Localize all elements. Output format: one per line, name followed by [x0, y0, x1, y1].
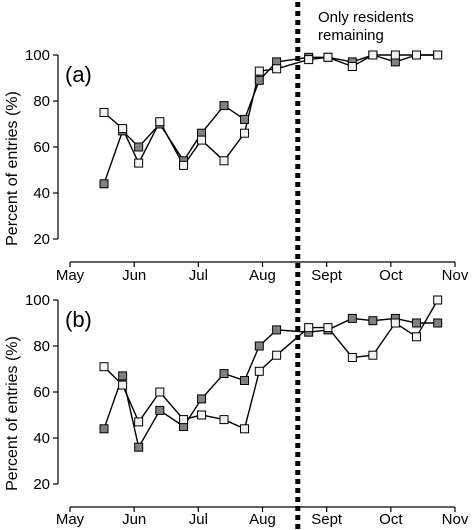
data-point-series-2	[304, 55, 314, 65]
data-point-series-1	[240, 114, 250, 124]
data-point-series-2	[390, 318, 400, 328]
data-point-series-1	[219, 369, 229, 379]
y-tick-label: 100	[25, 292, 50, 309]
data-point-series-2	[118, 124, 128, 134]
data-point-series-2	[323, 323, 333, 333]
data-point-series-2	[219, 156, 229, 166]
y-tick-label: 60	[33, 139, 50, 156]
y-tick-label: 20	[33, 231, 50, 248]
x-tick-label: Jun	[122, 267, 146, 284]
x-tick-label: Jun	[122, 511, 146, 528]
data-point-series-2	[304, 323, 314, 333]
data-point-series-1	[219, 101, 229, 111]
data-point-series-2	[347, 62, 357, 71]
panel-a: 20 40 60 80 100 May Jun Jul Aug Sept Oct Nov Percent…	[4, 47, 469, 284]
x-tick-label: Aug	[249, 267, 276, 284]
data-point-series-1	[254, 75, 264, 85]
data-point-series-2	[412, 50, 421, 60]
data-point-series-2	[272, 350, 282, 360]
data-point-series-1	[118, 371, 128, 381]
data-point-series-2	[368, 50, 378, 60]
x-tick-label: Sept	[311, 267, 343, 284]
data-point-series-1	[99, 179, 109, 189]
data-point-series-2	[323, 52, 333, 62]
annotation-text: Only residents remaining	[318, 9, 414, 44]
data-point-series-2	[179, 415, 189, 425]
y-tick-label: 100	[25, 47, 50, 64]
data-point-series-2	[433, 295, 443, 305]
panel-label: (a)	[65, 62, 92, 87]
x-tick-label: Nov	[442, 267, 469, 284]
data-point-series-2	[99, 362, 109, 372]
annotation-line: remaining	[318, 27, 384, 44]
data-point-series-1	[197, 394, 207, 404]
data-point-series-2	[368, 350, 378, 360]
x-tick-label: Oct	[379, 511, 403, 528]
y-axis-label: Percent of entries (%)	[4, 91, 21, 246]
data-point-series-2	[433, 50, 443, 60]
data-point-series-2	[134, 158, 144, 168]
data-point-series-1	[99, 424, 109, 434]
y-tick-label: 80	[33, 338, 50, 355]
data-point-series-1	[433, 318, 443, 328]
data-point-series-2	[155, 117, 165, 127]
x-tick-label: Aug	[249, 511, 276, 528]
y-tick-label: 60	[33, 384, 50, 401]
data-point-series-2	[99, 108, 109, 117]
data-point-series-2	[155, 387, 165, 397]
y-tick-label: 80	[33, 93, 50, 110]
data-point-series-1	[134, 442, 144, 452]
x-tick-label: Jul	[189, 511, 208, 528]
data-point-series-2	[390, 50, 400, 60]
panel-b: 20 40 60 80 100 May Jun Jul Aug Sept Oct Nov Percent…	[4, 292, 469, 528]
x-tick-label: Oct	[379, 267, 403, 284]
annotation-line: Only residents	[318, 9, 414, 26]
y-tick-label: 40	[33, 185, 50, 202]
x-tick-label: May	[56, 511, 85, 528]
y-tick-label: 40	[33, 430, 50, 447]
data-point-series-1	[412, 318, 421, 328]
series-line-1	[103, 317, 438, 450]
data-point-series-2	[118, 380, 128, 390]
data-point-series-2	[272, 64, 282, 74]
data-point-series-2	[179, 160, 189, 170]
data-point-series-1	[155, 405, 165, 415]
series-line-2	[103, 54, 438, 167]
data-point-series-1	[368, 316, 378, 326]
data-point-series-2	[219, 415, 229, 425]
data-point-series-2	[134, 417, 144, 427]
series-line-1	[103, 54, 438, 185]
x-tick-label: May	[56, 267, 85, 284]
data-point-series-1	[240, 376, 250, 385]
data-point-series-1	[347, 313, 357, 323]
data-point-series-2	[240, 128, 250, 138]
x-tick-label: Nov	[442, 511, 469, 528]
data-point-series-2	[412, 332, 421, 342]
panel-label: (b)	[65, 307, 92, 332]
data-point-series-2	[254, 66, 264, 76]
data-point-series-2	[240, 424, 250, 434]
x-tick-label: Sept	[311, 511, 343, 528]
data-point-series-2	[197, 135, 207, 145]
data-point-series-2	[254, 366, 264, 376]
x-tick-label: Jul	[189, 267, 208, 284]
data-point-series-2	[197, 410, 207, 420]
data-point-series-1	[254, 341, 264, 351]
data-point-series-1	[134, 142, 144, 152]
data-point-series-1	[272, 325, 282, 335]
y-tick-label: 20	[33, 476, 50, 493]
data-point-series-2	[347, 353, 357, 362]
y-axis-label: Percent of entries (%)	[4, 336, 21, 491]
